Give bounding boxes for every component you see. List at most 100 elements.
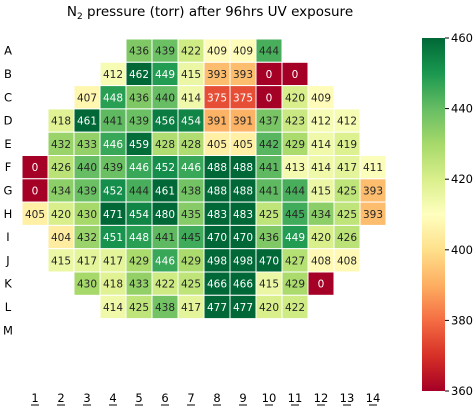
cell-value-label: 498 xyxy=(207,255,227,267)
cell-value-label: 466 xyxy=(207,279,227,291)
row-tick-label: E xyxy=(4,137,11,151)
cell-value-label: 439 xyxy=(77,185,97,197)
column-tick-label: 10 xyxy=(262,391,277,405)
row-tick-label: L xyxy=(5,300,12,314)
cell-value-label: 420 xyxy=(285,92,305,104)
cell-value-label: 422 xyxy=(155,279,175,291)
row-tick-label: I xyxy=(6,230,9,244)
cell-value-label: 470 xyxy=(207,232,227,244)
cell-value-label: 434 xyxy=(311,209,331,221)
cell-value-label: 439 xyxy=(103,162,123,174)
cell-value-label: 437 xyxy=(259,116,279,128)
colorbar-tick-label: 460 xyxy=(451,31,473,45)
cell-value-label: 425 xyxy=(337,209,357,221)
cell-value-label: 439 xyxy=(129,116,149,128)
column-tick-label: 1 xyxy=(31,391,38,405)
cell-value-label: 425 xyxy=(181,279,201,291)
colorbar-tick-label: 360 xyxy=(451,384,473,398)
cell-value-label: 405 xyxy=(233,139,253,151)
cell-value-label: 417 xyxy=(181,302,201,314)
cell-value-label: 375 xyxy=(207,92,227,104)
row-tick-label: D xyxy=(4,114,13,128)
cell-value-label: 429 xyxy=(181,255,201,267)
cell-value-label: 488 xyxy=(233,162,253,174)
row-tick-label: G xyxy=(4,183,13,197)
cell-value-label: 414 xyxy=(311,139,331,151)
cell-value-label: 436 xyxy=(259,232,279,244)
row-tick-label: A xyxy=(4,44,12,58)
cell-value-label: 433 xyxy=(129,279,149,291)
cell-value-label: 444 xyxy=(259,46,279,58)
cell-value-label: 451 xyxy=(103,232,123,244)
cell-value-label: 445 xyxy=(285,209,305,221)
cell-value-label: 0 xyxy=(292,69,299,81)
cell-value-label: 417 xyxy=(77,255,97,267)
cell-value-label: 405 xyxy=(25,209,45,221)
row-tick-label: M xyxy=(3,323,13,337)
cell-value-label: 391 xyxy=(207,116,227,128)
cell-value-label: 470 xyxy=(259,255,279,267)
colorbar-tick-label: 440 xyxy=(451,102,473,116)
colorbar-tick-label: 400 xyxy=(451,243,473,257)
cell-value-label: 405 xyxy=(207,139,227,151)
cell-value-label: 488 xyxy=(207,185,227,197)
cell-value-label: 442 xyxy=(259,139,279,151)
cell-value-label: 441 xyxy=(259,162,279,174)
cell-value-label: 471 xyxy=(103,209,123,221)
column-tick-label: 6 xyxy=(161,391,168,405)
row-tick-label: J xyxy=(5,253,9,267)
cell-value-label: 412 xyxy=(311,116,331,128)
cell-value-label: 408 xyxy=(337,255,357,267)
heatmap-cell xyxy=(333,248,361,273)
cell-value-label: 434 xyxy=(51,185,71,197)
cell-value-label: 0 xyxy=(266,69,273,81)
cell-value-label: 411 xyxy=(363,162,383,174)
cell-value-label: 422 xyxy=(285,302,305,314)
row-tick-label: H xyxy=(4,207,13,221)
cell-value-label: 436 xyxy=(129,92,149,104)
cell-value-label: 488 xyxy=(233,185,253,197)
cell-value-label: 413 xyxy=(285,162,305,174)
cell-value-label: 483 xyxy=(207,209,227,221)
cell-value-label: 462 xyxy=(129,69,149,81)
cell-value-label: 438 xyxy=(155,302,175,314)
cell-value-label: 426 xyxy=(51,162,71,174)
cell-value-label: 417 xyxy=(337,162,357,174)
cell-value-label: 466 xyxy=(233,279,253,291)
cell-value-label: 440 xyxy=(77,162,97,174)
column-tick-label: 12 xyxy=(314,391,329,405)
column-tick-label: 8 xyxy=(213,391,220,405)
cell-value-label: 446 xyxy=(103,139,123,151)
cell-value-label: 430 xyxy=(77,279,97,291)
chart-title: N2 pressure (torr) after 96hrs UV exposu… xyxy=(67,4,353,22)
cell-value-label: 430 xyxy=(77,209,97,221)
cell-value-label: 404 xyxy=(51,232,71,244)
cell-value-label: 412 xyxy=(103,69,123,81)
colorbar-gradient xyxy=(422,38,445,391)
column-tick-label: 5 xyxy=(135,391,142,405)
cell-value-label: 436 xyxy=(129,46,149,58)
cell-value-label: 427 xyxy=(285,255,305,267)
cell-value-label: 419 xyxy=(337,139,357,151)
cell-value-label: 409 xyxy=(233,46,253,58)
cell-value-label: 415 xyxy=(51,255,71,267)
cell-value-label: 420 xyxy=(259,302,279,314)
cell-value-label: 444 xyxy=(129,185,149,197)
cell-value-label: 448 xyxy=(129,232,149,244)
cell-value-label: 0 xyxy=(318,279,325,291)
cell-value-label: 441 xyxy=(155,232,175,244)
cell-value-label: 480 xyxy=(155,209,175,221)
cell-value-label: 393 xyxy=(363,185,383,197)
cell-value-label: 420 xyxy=(311,232,331,244)
cell-value-label: 483 xyxy=(233,209,253,221)
column-tick-label: 14 xyxy=(366,391,381,405)
row-tick-label: B xyxy=(4,67,12,81)
column-tick-label: 3 xyxy=(83,391,90,405)
cell-value-label: 440 xyxy=(155,92,175,104)
column-tick-label: 13 xyxy=(340,391,355,405)
column-tick-label: 4 xyxy=(109,391,116,405)
cell-value-label: 414 xyxy=(181,92,201,104)
cell-value-label: 414 xyxy=(103,302,123,314)
cell-value-label: 414 xyxy=(311,162,331,174)
